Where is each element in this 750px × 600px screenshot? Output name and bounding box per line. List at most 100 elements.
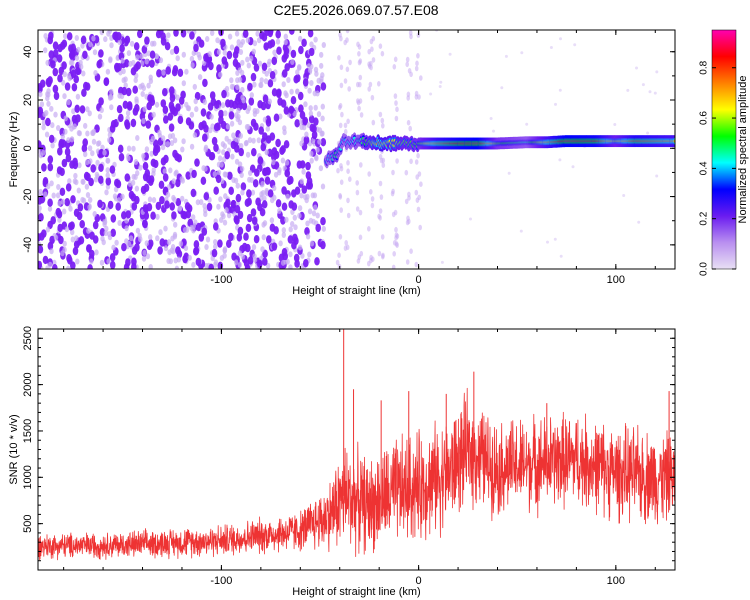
spectrogram-noise-cell <box>89 231 95 240</box>
spectrogram-noise-cell <box>109 42 114 49</box>
spectrogram-noise-cell <box>165 141 170 148</box>
spectrogram-noise-cell <box>106 258 111 265</box>
spectrogram-noise-cell <box>224 207 229 214</box>
spectrogram-noise-cell <box>38 91 43 98</box>
spectrogram-noise-cell <box>124 173 131 182</box>
spectrogram-noise-cell <box>49 180 54 187</box>
spectrogram-noise-cell <box>186 30 191 34</box>
spectrogram-noise-cell <box>313 104 318 111</box>
spectrogram-noise-cell <box>117 144 124 153</box>
spectrogram-noise-cell <box>307 67 313 74</box>
spectrogram-noise-cell <box>285 193 290 200</box>
spectrogram-noise-cell <box>320 138 327 147</box>
spectrogram-noise-cell <box>92 220 99 230</box>
spectrogram-noise-cell <box>108 57 113 64</box>
colorbar: 0.0 0.2 0.4 0.6 0.8 Normalized spectral ampl… <box>699 29 749 276</box>
spectrogram-noise-cell <box>58 140 64 149</box>
spectrogram-noise-cell <box>60 133 65 140</box>
spectrogram-noise-cell <box>173 221 178 228</box>
spectrogram-noise-cell <box>283 106 290 115</box>
spectrogram-noise-cell <box>121 68 126 75</box>
spectrogram-noise-cell <box>393 93 398 99</box>
spectrogram-noise-cell <box>320 103 325 110</box>
spectrogram-noise-cell <box>74 66 81 76</box>
spectrogram-noise-cell <box>272 49 277 56</box>
spectrogram-noise-cell <box>305 161 311 171</box>
spectrogram-noise-cell <box>152 159 159 169</box>
spectrogram-noise-cell <box>66 137 71 144</box>
spectrogram-noise-cell <box>416 206 421 213</box>
spectrogram-noise-cell <box>377 213 381 220</box>
x-tick-label: -100 <box>210 274 232 286</box>
spectrogram-noise-cell <box>265 262 271 269</box>
spectrogram-noise-cell <box>312 192 318 199</box>
spectrogram-noise-cell <box>257 100 263 109</box>
spectrogram-noise-cell <box>263 78 269 85</box>
spectrogram-noise-cell <box>58 235 64 245</box>
spectrogram-noise-cell <box>74 179 79 186</box>
spectrogram-noise-cell <box>107 200 114 210</box>
spectrogram-noise-cell <box>83 122 88 129</box>
spectrogram-noise-cell <box>311 210 317 217</box>
spectrogram-noise-cell <box>236 39 241 46</box>
spectrogram-noise-cell <box>294 119 301 128</box>
spectrogram-noise-cell <box>125 210 132 219</box>
spectrogram-noise-cell <box>206 202 213 212</box>
spectrogram-noise-cell <box>71 108 76 115</box>
spectrogram-noise-cell <box>235 77 240 84</box>
spectrogram-noise-cell <box>52 264 58 269</box>
spectrogram-noise-cell <box>355 189 360 196</box>
spectrogram-noise-cell <box>43 191 48 198</box>
spectrogram-noise-cell <box>271 242 278 251</box>
spectrogram-noise-cell <box>267 79 274 88</box>
spectrogram-noise-cell <box>293 253 300 263</box>
spectrogram-noise-cell <box>149 150 154 157</box>
spectrogram-noise-cell <box>259 77 264 84</box>
spectrogram-noise-cell <box>65 183 72 192</box>
spectrogram-noise-cell <box>357 105 361 112</box>
spectrogram-noise-cell <box>311 218 316 225</box>
spectrogram-noise-cell <box>134 96 139 103</box>
spectrogram-noise-cell <box>418 224 423 231</box>
spectrogram-noise-cell <box>215 37 220 44</box>
spectrogram-noise-cell <box>212 171 217 178</box>
spectrogram-noise-cell <box>45 265 50 269</box>
spectrogram-noise-cell <box>338 102 343 109</box>
spectrogram-noise-cell <box>245 151 251 158</box>
spectrogram-noise-cell <box>173 170 178 177</box>
spectrogram-noise-cell <box>222 219 228 226</box>
spectrogram-noise-cell <box>193 98 198 105</box>
spectrogram-noise-cell <box>404 169 409 176</box>
spectrogram-noise-cell <box>83 81 89 91</box>
spectrogram-noise-cell <box>142 249 147 256</box>
spectrogram-noise-cell <box>126 155 131 162</box>
spectrogram-noise-cell <box>275 38 281 45</box>
spectrogram-noise-cell <box>105 172 110 179</box>
spectrogram-noise-cell <box>320 183 326 190</box>
spectrogram-noise-cell <box>38 233 42 242</box>
spectrogram-noise-cell <box>53 234 59 241</box>
spectrogram-noise-cell <box>358 209 363 216</box>
snr-axes: -100 0 100 500 1000 1500 2000 2500 <box>22 326 675 587</box>
spectrogram-noise-cell <box>256 137 261 144</box>
spectrogram-noise-cell <box>42 255 49 265</box>
spectrogram-noise-cell <box>152 40 157 47</box>
spectrogram-noise-cell <box>309 123 316 132</box>
spectrogram-noise-cell <box>346 212 351 219</box>
spectrogram-noise-cell <box>339 35 343 42</box>
spectrogram-noise-cell <box>131 202 138 211</box>
spectrogram-noise-cell <box>320 240 326 250</box>
spectrogram-noise-cell <box>291 189 297 198</box>
spectrogram-noise-cell <box>88 41 93 48</box>
spectrogram-noise-cell <box>124 225 129 232</box>
spectrogram-noise-cell <box>173 257 178 264</box>
colorbar-tick-label: 0.6 <box>699 111 710 125</box>
y-tick-label: -20 <box>22 189 34 205</box>
spectrogram-noise-cell <box>166 184 172 190</box>
spectrogram-noise-cell <box>315 146 320 153</box>
spectrogram-noise-cell <box>53 91 60 101</box>
spectrogram-noise-cell <box>128 190 135 200</box>
spectrogram-noise-cell <box>251 244 257 251</box>
spectrogram-noise-cell <box>519 229 523 233</box>
spectrogram-noise-cell <box>116 32 122 41</box>
